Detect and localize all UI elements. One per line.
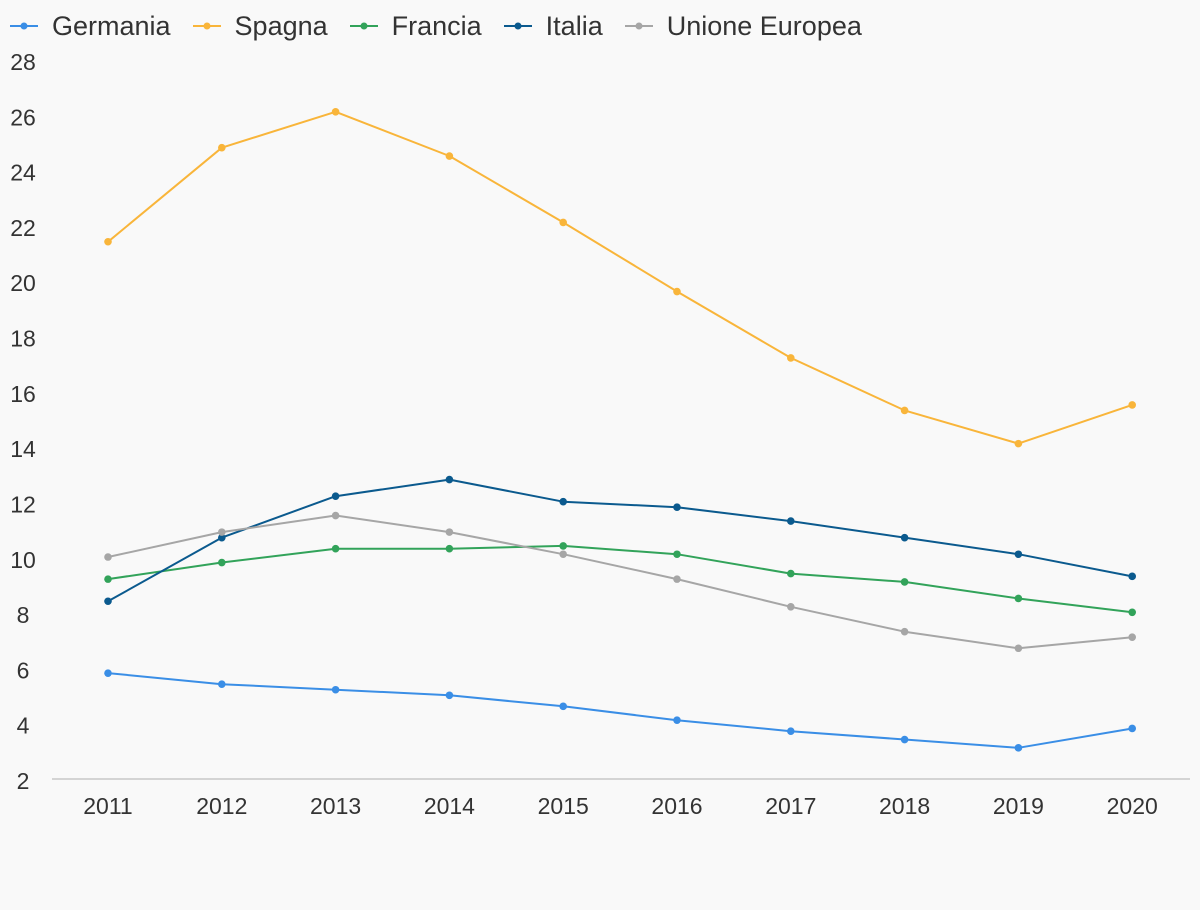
y-tick-label: 14: [10, 436, 36, 462]
data-point-francia: [331, 544, 340, 553]
data-point-germania: [218, 680, 226, 689]
legend-label-spagna: Spagna: [234, 10, 328, 41]
legend-item-francia[interactable]: Francia: [349, 10, 482, 42]
y-tick-label: 10: [10, 547, 36, 573]
data-point-unione-europea: [1014, 644, 1023, 653]
legend-label-unione-europea: Unione Europea: [666, 10, 862, 41]
y-tick-label: 26: [10, 104, 36, 130]
data-point-italia: [673, 503, 681, 512]
data-point-germania: [445, 691, 454, 700]
data-point-unione-europea: [900, 627, 909, 636]
data-point-italia: [1014, 550, 1023, 559]
y-tick-label: 18: [10, 326, 36, 352]
x-tick-label: 2018: [879, 793, 930, 819]
data-point-italia: [559, 497, 567, 506]
series-line-spagna: [107, 110, 1133, 445]
series-line-unione-europea: [107, 514, 1133, 650]
y-tick-label: 16: [10, 381, 36, 407]
series-line-italia: [107, 478, 1133, 603]
legend-marker-germania: [10, 22, 38, 30]
legend-item-unione-europea[interactable]: Unione Europea: [624, 10, 862, 42]
data-point-francia: [1014, 594, 1023, 603]
data-point-francia: [787, 569, 795, 578]
legend-item-spagna[interactable]: Spagna: [192, 10, 328, 42]
data-point-unione-europea: [331, 511, 340, 520]
data-point-unione-europea: [787, 602, 795, 611]
data-point-spagna: [1128, 401, 1136, 409]
legend-item-germania[interactable]: Germania: [10, 11, 171, 42]
data-point-unione-europea: [218, 528, 226, 536]
data-point-spagna: [673, 287, 681, 296]
x-tick-label: 2013: [310, 793, 361, 819]
data-point-francia: [445, 544, 454, 553]
data-point-unione-europea: [104, 553, 112, 561]
legend-label-germania: Germania: [52, 10, 171, 41]
y-tick-label: 22: [10, 215, 36, 241]
data-point-spagna: [218, 143, 226, 152]
series-line-francia: [107, 544, 1133, 614]
data-point-germania: [673, 716, 681, 724]
x-tick-label: 2011: [83, 793, 132, 819]
data-point-unione-europea: [673, 575, 681, 583]
y-tick-label: 2: [17, 768, 30, 794]
x-tick-label: 2020: [1107, 793, 1158, 819]
data-point-germania: [1128, 724, 1136, 733]
series-line-germania: [107, 672, 1133, 749]
data-point-unione-europea: [559, 550, 567, 559]
data-point-spagna: [104, 237, 112, 246]
legend-marker-unione-europea: [624, 22, 653, 30]
legend-label-italia: Italia: [545, 10, 603, 41]
data-point-spagna: [445, 152, 454, 160]
data-point-germania: [104, 669, 112, 677]
x-tick-label: 2012: [196, 793, 247, 819]
data-point-italia: [331, 492, 340, 500]
data-point-unione-europea: [1128, 633, 1136, 641]
data-point-italia: [104, 597, 112, 606]
y-tick-label: 12: [10, 491, 36, 517]
data-point-germania: [331, 685, 340, 694]
y-tick-label: 28: [10, 49, 36, 75]
legend: Germania Spagna Francia Italia: [10, 8, 862, 44]
x-tick-label: 2017: [765, 793, 816, 819]
x-tick-label: 2019: [993, 793, 1044, 819]
data-point-spagna: [331, 107, 340, 116]
data-point-francia: [673, 550, 681, 559]
data-point-germania: [559, 702, 567, 711]
y-tick-label: 8: [17, 602, 30, 628]
data-point-francia: [900, 578, 909, 586]
data-point-spagna: [1014, 439, 1023, 448]
x-tick-label: 2014: [424, 793, 475, 819]
data-point-spagna: [900, 406, 909, 415]
legend-marker-spagna: [192, 22, 221, 30]
x-tick-label: 2016: [651, 793, 702, 819]
data-point-italia: [1128, 572, 1136, 581]
data-point-unione-europea: [445, 528, 454, 536]
y-tick-label: 4: [17, 713, 30, 739]
y-tick-label: 6: [17, 657, 30, 683]
y-tick-label: 24: [10, 160, 36, 186]
data-point-spagna: [559, 218, 567, 227]
legend-marker-italia: [503, 22, 532, 30]
legend-item-italia[interactable]: Italia: [503, 10, 603, 42]
data-point-italia: [787, 517, 795, 525]
data-point-francia: [1128, 608, 1136, 617]
y-tick-label: 20: [10, 270, 36, 296]
data-point-francia: [218, 558, 226, 567]
data-point-italia: [900, 533, 909, 542]
data-point-francia: [104, 575, 112, 583]
legend-label-francia: Francia: [391, 10, 482, 41]
data-point-spagna: [787, 354, 795, 362]
data-point-germania: [1014, 744, 1023, 752]
legend-marker-francia: [349, 22, 378, 30]
data-point-germania: [787, 727, 795, 736]
data-point-italia: [445, 475, 454, 484]
data-point-germania: [900, 735, 909, 744]
data-point-italia: [218, 533, 226, 542]
data-point-francia: [559, 542, 567, 550]
x-tick-label: 2015: [538, 793, 589, 819]
